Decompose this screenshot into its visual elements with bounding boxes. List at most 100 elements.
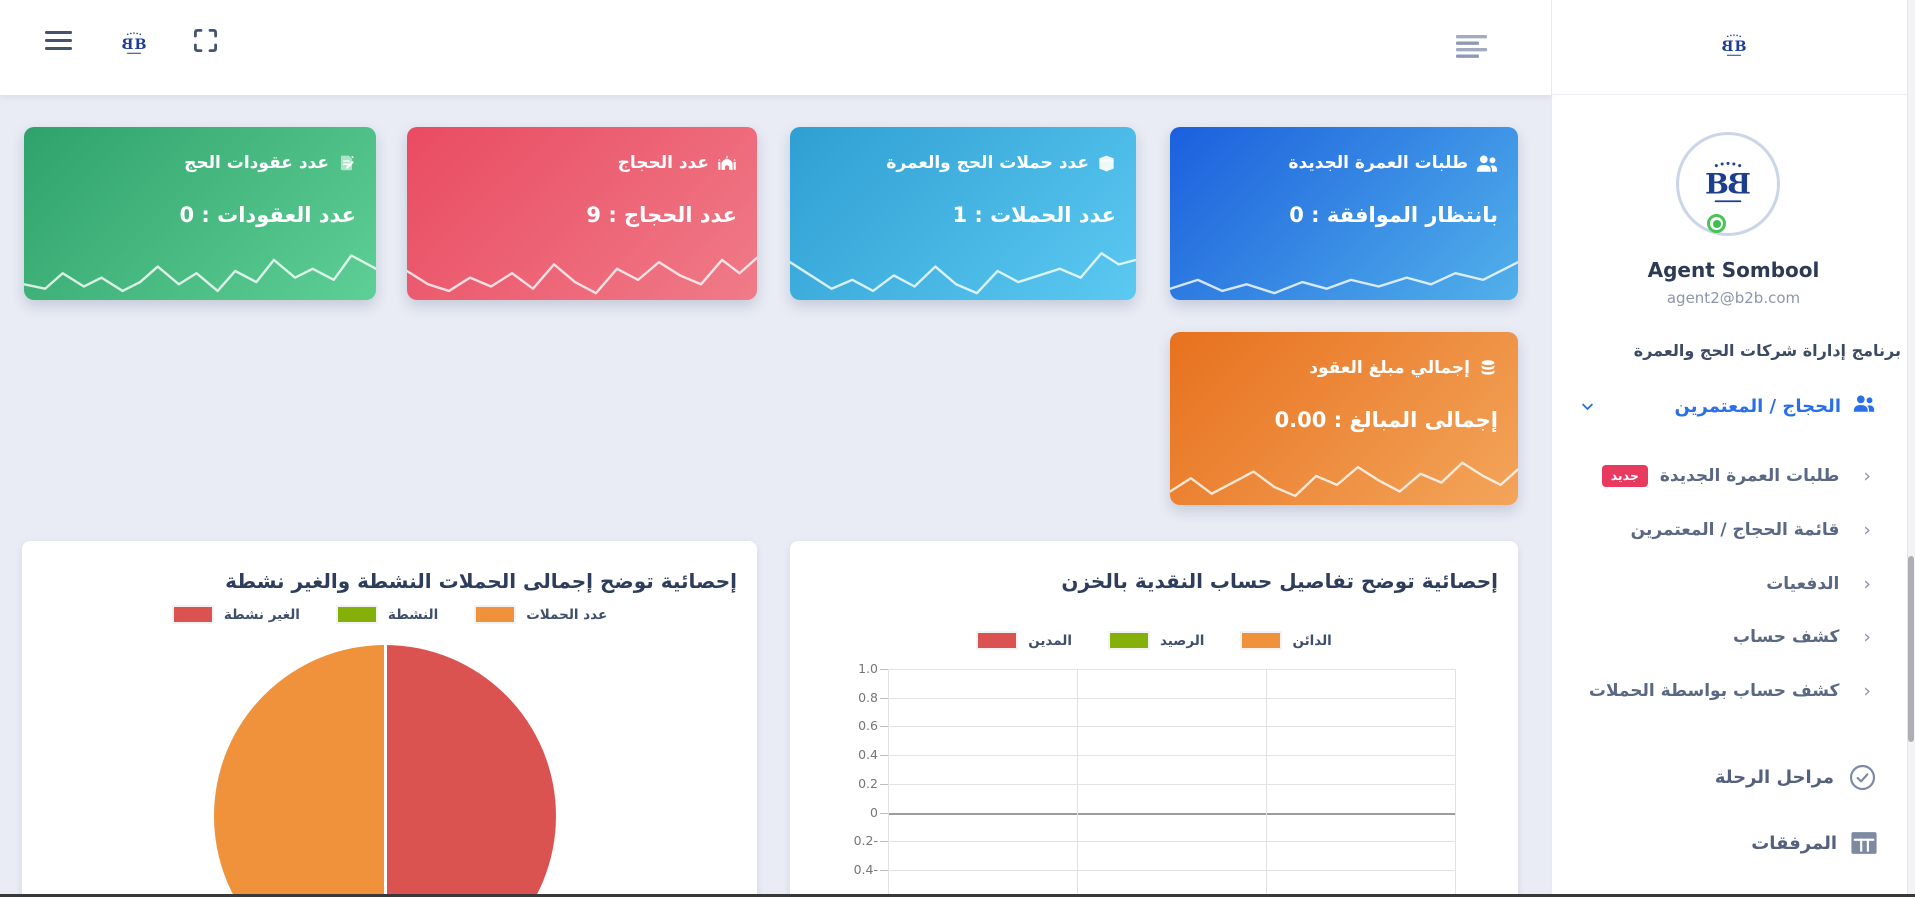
sidebar-item-label: كشف حساب <box>1733 627 1840 647</box>
tick-mark <box>880 669 888 670</box>
contracts-total-card: إجمالي مبلغ العقود إجمالى المبالغ : 0.00 <box>1170 332 1518 505</box>
legend-item[interactable]: الغير نشطة <box>171 605 300 624</box>
chevron-left-icon: ‹ <box>1863 518 1871 541</box>
sidebar-link[interactable]: المرفقات <box>1568 825 1877 861</box>
stat-card-title-text: عدد عقودات الحج <box>184 153 329 173</box>
gridline <box>888 669 889 897</box>
brand-logo-avatar: B B <box>1698 159 1758 209</box>
kaaba-icon <box>1097 154 1116 173</box>
line-chart-legend: الدائن الرصيد المدين <box>790 631 1518 650</box>
legend-item[interactable]: الدائن <box>1240 631 1332 650</box>
sidebar-item[interactable]: ‹ قائمة الحجاج / المعتمرين <box>1568 515 1871 545</box>
gridline <box>1266 669 1267 897</box>
online-status-dot <box>1707 214 1726 233</box>
stat-card-value: إجمالى المبالغ : 0.00 <box>1274 408 1498 432</box>
sidebar-link[interactable]: مراحل الرحلة <box>1568 759 1877 795</box>
stat-card-title: عدد الحجاج <box>618 153 737 173</box>
legend-item[interactable]: المدين <box>976 631 1072 650</box>
campaigns-pie-chart-card: إحصائية توضح إجمالى الحملات النشطة والغي… <box>22 541 757 897</box>
legend-label: الرصيد <box>1159 632 1205 649</box>
gridline <box>888 669 1455 670</box>
sidebar-item[interactable]: ‹ طلبات العمرة الجديدة جديد <box>1568 461 1871 491</box>
gridline <box>888 812 1455 815</box>
y-tick-label: 0 <box>870 804 878 820</box>
gridline <box>888 783 1455 785</box>
gridline <box>888 869 1455 871</box>
stat-card-title-text: طلبات العمرة الجديدة <box>1288 153 1468 173</box>
sidebar-link-label: المرفقات <box>1751 832 1837 854</box>
users-icon <box>1853 394 1875 418</box>
hajj-contracts-card: عدد عقودات الحج عدد العقودات : 0 <box>24 127 376 300</box>
new-badge: جديد <box>1601 465 1648 487</box>
sidebar-item[interactable]: ‹ الدفعيات <box>1568 569 1871 599</box>
legend-swatch <box>976 631 1019 650</box>
gridline <box>1455 669 1456 897</box>
page-scrollbar-track <box>1907 0 1915 897</box>
sidebar-link-label: مراحل الرحلة <box>1714 766 1834 788</box>
gridline <box>888 841 1455 843</box>
legend-swatch <box>171 605 214 624</box>
sidebar-item[interactable]: ‹ كشف حساب <box>1568 622 1871 652</box>
user-email: agent2@b2b.com <box>1666 289 1801 307</box>
stat-card-title: إجمالي مبلغ العقود <box>1309 358 1498 378</box>
legend-item[interactable]: عدد الحملات <box>474 605 607 624</box>
y-tick-label: 0.4 <box>858 747 878 763</box>
tick-mark <box>880 841 888 843</box>
legend-label: الغير نشطة <box>223 606 300 623</box>
y-tick-label: 0.6 <box>858 718 878 734</box>
sparkline <box>1170 240 1518 300</box>
line-chart-title: إحصائية توضح تفاصيل حساب النقدية بالخزن <box>1061 569 1498 593</box>
notes-list-button[interactable] <box>1456 34 1488 63</box>
svg-text:B: B <box>1705 167 1729 201</box>
svg-text:B: B <box>121 37 133 53</box>
circle-check-icon <box>1848 763 1877 792</box>
stat-card-title: عدد عقودات الحج <box>184 153 356 173</box>
avatar[interactable]: B B <box>1676 132 1780 236</box>
chevron-left-icon: ‹ <box>1863 464 1871 487</box>
fullscreen-button[interactable] <box>192 27 219 57</box>
sparkline <box>790 240 1136 300</box>
stat-card-value: عدد الحملات : 1 <box>952 203 1116 227</box>
fullscreen-icon <box>193 28 218 53</box>
svg-text:B: B <box>1721 39 1733 55</box>
legend-label: النشطة <box>387 606 439 623</box>
hamburger-menu-button[interactable] <box>44 28 74 55</box>
tick-mark <box>880 783 888 785</box>
sidebar-item-label: قائمة الحجاج / المعتمرين <box>1630 520 1840 540</box>
legend-swatch <box>1240 631 1283 650</box>
gridline <box>888 697 1455 699</box>
treasury-line-chart-card: إحصائية توضح تفاصيل حساب النقدية بالخزن … <box>790 541 1518 897</box>
legend-item[interactable]: النشطة <box>335 605 439 624</box>
legend-swatch <box>335 605 378 624</box>
sparkline <box>407 240 757 300</box>
tick-mark <box>880 812 888 814</box>
y-tick-label: 0.6- <box>820 891 878 897</box>
pilgrims-card: عدد الحجاج عدد الحجاج : 9 <box>407 127 757 300</box>
program-title: برنامج إداراة شركات الحج والعمرة <box>1633 341 1901 360</box>
pie-slice-divider <box>383 645 387 897</box>
y-tick-label: 0.4- <box>853 861 878 877</box>
y-tick-label: 1.0 <box>858 661 878 676</box>
legend-swatch <box>1107 631 1150 650</box>
users-icon <box>1476 154 1498 173</box>
tick-mark <box>880 697 888 699</box>
y-tick-label: 0.8 <box>858 689 878 705</box>
sidebar-item[interactable]: ‹ كشف حساب بواسطة الحملات <box>1568 676 1871 706</box>
chevron-left-icon: ‹ <box>1863 625 1871 648</box>
stat-card-title-text: عدد الحجاج <box>617 153 709 173</box>
legend-label: الدائن <box>1292 632 1332 649</box>
stat-card-title: عدد حملات الحج والعمرة <box>886 153 1116 173</box>
user-name: Agent Sombool <box>1647 258 1820 282</box>
svg-text:B: B <box>135 37 147 53</box>
tick-mark <box>880 755 888 757</box>
stat-card-title-text: إجمالي مبلغ العقود <box>1309 358 1470 378</box>
legend-label: عدد الحملات <box>526 606 608 623</box>
new-umrah-requests-card: طلبات العمرة الجديدة بانتظار الموافقة : 0 <box>1170 127 1518 300</box>
legend-item[interactable]: الرصيد <box>1107 631 1205 650</box>
window-bottom-edge <box>0 894 1915 897</box>
page-scrollbar-thumb[interactable] <box>1908 556 1914 742</box>
contract-icon <box>337 154 356 173</box>
sidebar-group-pilgrims[interactable]: الحجاج / المعتمرين <box>1580 390 1875 422</box>
stat-card-title-text: عدد حملات الحج والعمرة <box>886 153 1089 173</box>
sidebar-item-label: طلبات العمرة الجديدة <box>1659 466 1840 486</box>
